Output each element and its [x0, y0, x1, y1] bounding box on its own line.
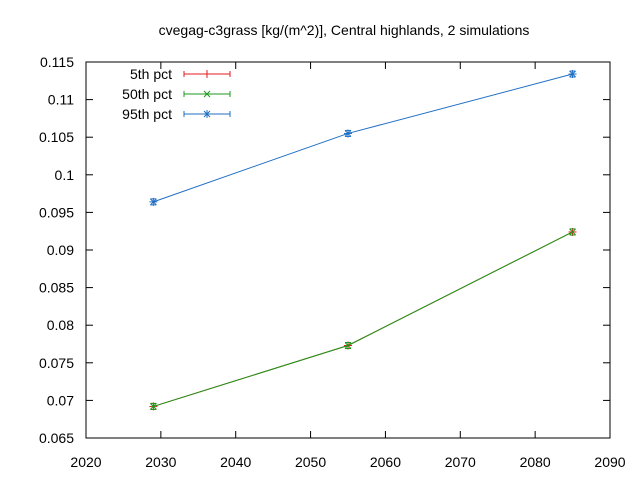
- y-tick-label: 0.09: [47, 242, 74, 258]
- legend-label: 5th pct: [130, 66, 172, 82]
- legend-marker: [203, 110, 211, 118]
- series-95th-pct: [149, 70, 577, 206]
- chart-title: cvegag-c3grass [kg/(m^2)], Central highl…: [159, 22, 530, 38]
- x-tick-label: 2080: [520, 454, 551, 470]
- y-tick-label: 0.07: [47, 392, 74, 408]
- y-tick-label: 0.115: [40, 54, 74, 70]
- data-point: [344, 342, 352, 349]
- data-point: [149, 197, 158, 206]
- x-tick-label: 2030: [145, 454, 176, 470]
- legend: 5th pct 50th pct 95th pct: [122, 66, 231, 122]
- x-tick-label: 2060: [370, 454, 401, 470]
- y-tick-label: 0.085: [39, 280, 74, 296]
- y-tick-label: 0.11: [48, 92, 74, 108]
- legend-label: 95th pct: [122, 106, 172, 122]
- data-point: [344, 129, 352, 138]
- data-point: [150, 403, 157, 410]
- x-tick-label: 2090: [594, 454, 625, 470]
- series-line: [153, 231, 573, 407]
- x-tick-label: 2040: [220, 454, 251, 470]
- y-tick-label: 0.1: [55, 167, 75, 183]
- legend-item: 95th pct: [122, 106, 231, 122]
- series-layer: [149, 70, 577, 411]
- series-line: [153, 73, 573, 203]
- series-line: [153, 231, 573, 407]
- y-tick-label: 0.075: [39, 355, 74, 371]
- legend-item: 50th pct: [122, 86, 231, 102]
- y-tick-label: 0.065: [39, 430, 74, 446]
- legend-marker: [203, 70, 211, 78]
- axis-ticks: 2020 2030 2040 2050 2060 2070 2080 2090 0.065 0.0…: [39, 54, 626, 470]
- series-50th-pct: [150, 228, 576, 410]
- legend-item: 5th pct: [130, 66, 231, 82]
- legend-marker: [203, 90, 211, 98]
- legend-label: 50th pct: [122, 86, 172, 102]
- series-5th-pct: [149, 227, 577, 411]
- y-tick-label: 0.08: [47, 317, 74, 333]
- y-tick-label: 0.105: [39, 129, 74, 145]
- data-point: [568, 70, 577, 79]
- y-tick-label: 0.095: [39, 204, 74, 220]
- x-tick-label: 2020: [70, 454, 101, 470]
- data-point: [569, 228, 576, 236]
- x-tick-label: 2070: [445, 454, 476, 470]
- x-tick-label: 2050: [295, 454, 326, 470]
